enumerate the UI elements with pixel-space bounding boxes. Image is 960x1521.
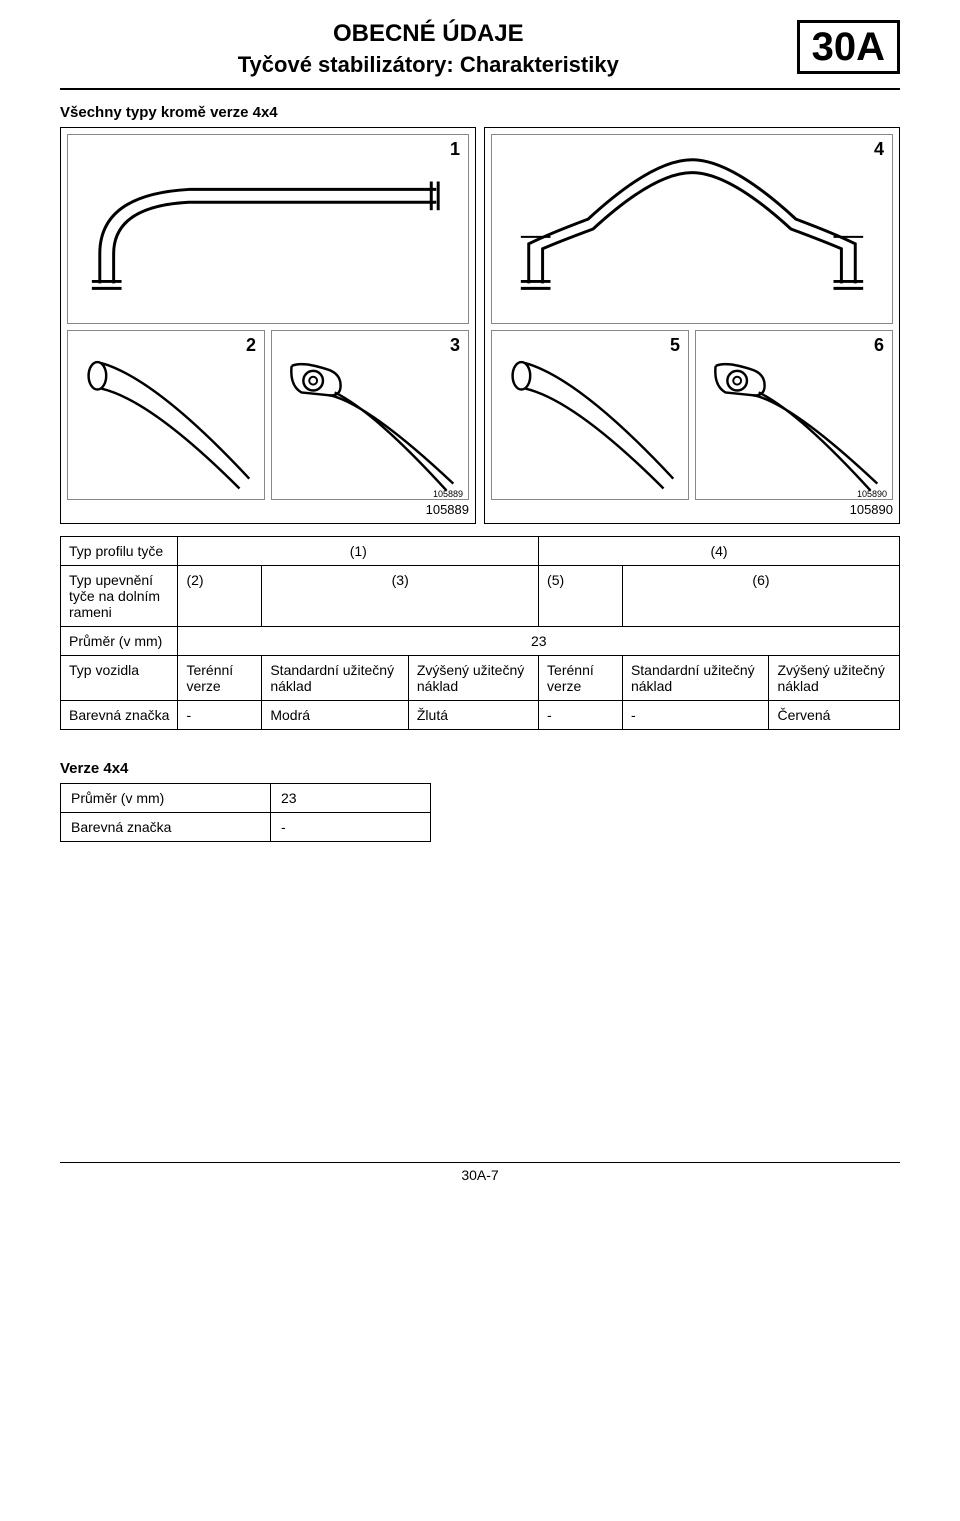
- page-number: 30A-7: [60, 1167, 900, 1183]
- row-label: Typ vozidla: [61, 656, 178, 701]
- figure-4: 4: [491, 134, 893, 324]
- cell: 23: [271, 784, 431, 813]
- cell: -: [539, 701, 623, 730]
- cell: (4): [539, 537, 900, 566]
- cell: Červená: [769, 701, 900, 730]
- cell: Zvýšený užitečný náklad: [408, 656, 538, 701]
- row-label: Barevná značka: [61, 701, 178, 730]
- cell: Průměr (v mm): [61, 784, 271, 813]
- figure-ref-small-right: 105890: [857, 488, 890, 499]
- table-row: Typ profilu tyče (1) (4): [61, 537, 900, 566]
- figure-ref-small-left: 105889: [433, 488, 466, 499]
- figure-col-right: 4 5: [484, 127, 900, 524]
- figure-num-3: 3: [450, 335, 460, 356]
- header-rule: [60, 88, 900, 90]
- table-row: Typ vozidla Terénní verze Standardní uži…: [61, 656, 900, 701]
- section-code: 30A: [797, 20, 900, 74]
- row-label: Typ profilu tyče: [61, 537, 178, 566]
- cell: -: [622, 701, 769, 730]
- cell: Terénní verze: [539, 656, 623, 701]
- row-label: Průměr (v mm): [61, 627, 178, 656]
- figure-num-2: 2: [246, 335, 256, 356]
- table-row: Průměr (v mm) 23: [61, 627, 900, 656]
- title-line-2: Tyčové stabilizátory: Charakteristiky: [60, 52, 797, 78]
- page-footer: 30A-7: [60, 1162, 900, 1183]
- figure-caption-left: 105889: [67, 500, 469, 517]
- title-line-1: OBECNÉ ÚDAJE: [60, 20, 797, 48]
- cell: Standardní užitečný náklad: [622, 656, 769, 701]
- table-row: Barevná značka - Modrá Žlutá - - Červená: [61, 701, 900, 730]
- footer-rule: [60, 1162, 900, 1163]
- rod-end-plain-icon: [492, 331, 688, 499]
- figure-caption-right: 105890: [491, 500, 893, 517]
- figure-num-4: 4: [874, 139, 884, 160]
- figure-num-5: 5: [670, 335, 680, 356]
- cell: (3): [262, 566, 539, 627]
- figure-box-left: 1 2: [60, 127, 476, 524]
- rod-end-plain-icon: [68, 331, 264, 499]
- table-row: Barevná značka -: [61, 813, 431, 842]
- figure-6: 6 105890: [695, 330, 893, 500]
- figure-1: 1: [67, 134, 469, 324]
- cell: -: [178, 701, 262, 730]
- sub-table: Průměr (v mm) 23 Barevná značka -: [60, 783, 431, 842]
- figure-num-6: 6: [874, 335, 884, 356]
- page-header: OBECNÉ ÚDAJE Tyčové stabilizátory: Chara…: [60, 20, 900, 78]
- characteristics-table: Typ profilu tyče (1) (4) Typ upevnění ty…: [60, 536, 900, 730]
- figure-box-right: 4 5: [484, 127, 900, 524]
- rod-end-eye-icon: [272, 331, 468, 499]
- cell: (6): [622, 566, 899, 627]
- cell: (2): [178, 566, 262, 627]
- cell: Zvýšený užitečný náklad: [769, 656, 900, 701]
- row-label: Typ upevnění tyče na dolním rameni: [61, 566, 178, 627]
- figure-5: 5: [491, 330, 689, 500]
- cell: Standardní užitečný náklad: [262, 656, 409, 701]
- rod-end-eye-icon: [696, 331, 892, 499]
- cell: (1): [178, 537, 539, 566]
- figure-pair: 1 2: [60, 127, 900, 524]
- cell: Modrá: [262, 701, 409, 730]
- table-row: Průměr (v mm) 23: [61, 784, 431, 813]
- section-label: Všechny typy kromě verze 4x4: [60, 104, 900, 121]
- table-row: Typ upevnění tyče na dolním rameni (2) (…: [61, 566, 900, 627]
- header-titles: OBECNÉ ÚDAJE Tyčové stabilizátory: Chara…: [60, 20, 797, 78]
- figure-num-1: 1: [450, 139, 460, 160]
- bent-bar-icon: [68, 135, 468, 323]
- figure-col-left: 1 2: [60, 127, 476, 524]
- figure-2: 2: [67, 330, 265, 500]
- figure-3: 3 105889: [271, 330, 469, 500]
- cell: -: [271, 813, 431, 842]
- arch-bar-icon: [492, 135, 892, 323]
- cell: Žlutá: [408, 701, 538, 730]
- cell: 23: [178, 627, 900, 656]
- cell: Terénní verze: [178, 656, 262, 701]
- cell: (5): [539, 566, 623, 627]
- cell: Barevná značka: [61, 813, 271, 842]
- sub-heading: Verze 4x4: [60, 760, 900, 777]
